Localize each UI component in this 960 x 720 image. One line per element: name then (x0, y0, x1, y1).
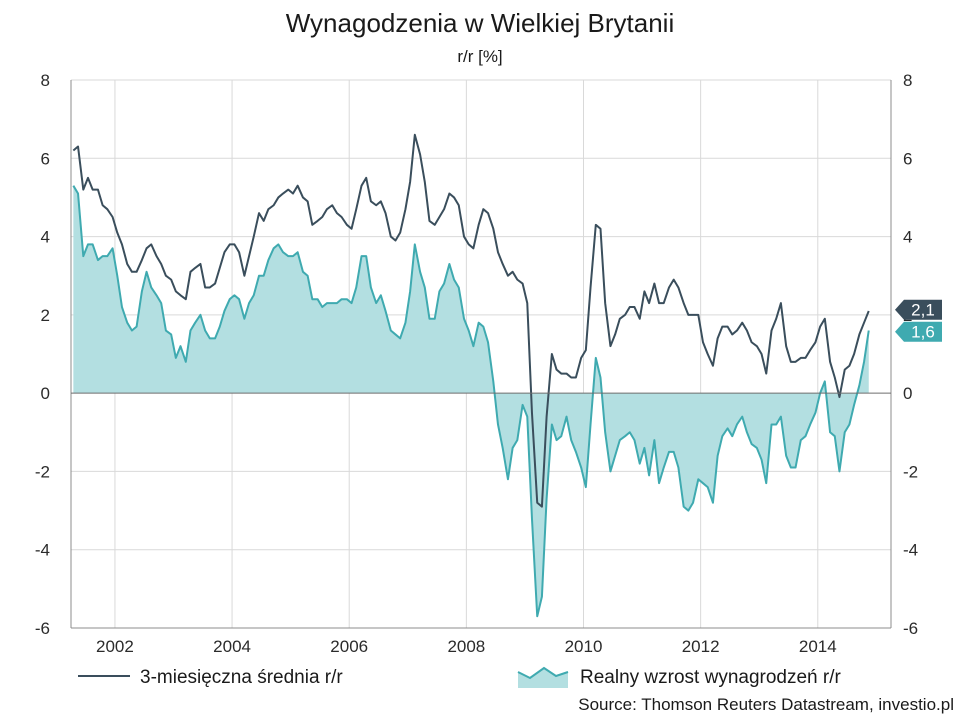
y-tick-right-6: 6 (903, 149, 912, 168)
legend-area-swatch-outline (517, 666, 569, 680)
badge-avg-text: 2,1 (911, 301, 935, 320)
x-tick-0: 2002 (96, 637, 134, 656)
x-tick-5: 2012 (682, 637, 720, 656)
y-tick-left-1: -4 (35, 541, 50, 560)
legend: 3-miesięczna średnia r/r Realny wzrost w… (78, 666, 841, 688)
badge-real-shape (895, 321, 942, 342)
y-tick-left-2: -2 (35, 462, 50, 481)
avg-wage-line (72, 133, 870, 508)
chart-title: Wynagodzenia w Wielkiej Brytanii (286, 8, 674, 38)
real-wage-area-layer (72, 185, 870, 618)
real-wage-area-fill (73, 185, 869, 617)
x-tick-4: 2010 (565, 637, 603, 656)
y-tick-right-2: -2 (903, 462, 918, 481)
legend-label-avg: 3-miesięczna średnia r/r (140, 667, 343, 688)
y-tick-left-5: 4 (41, 228, 50, 247)
y-tick-right-5: 4 (903, 228, 912, 247)
y-tick-right-0: -6 (903, 619, 918, 638)
axes (70, 80, 892, 629)
x-tick-2: 2006 (330, 637, 368, 656)
x-tick-1: 2004 (213, 637, 251, 656)
y-tick-left-4: 2 (41, 306, 50, 325)
y-tick-right-1: -4 (903, 541, 918, 560)
grid-lines (71, 79, 891, 629)
last-value-badges: 2,11,6 (895, 299, 942, 342)
y-tick-left-0: -6 (35, 619, 50, 638)
y-tick-right-7: 8 (903, 71, 912, 90)
legend-label-real: Realny wzrost wynagrodzeń r/r (580, 667, 841, 688)
y-tick-left-7: 8 (41, 71, 50, 90)
chart-subtitle: r/r [%] (457, 47, 502, 66)
avg-wage-line-layer (72, 133, 870, 508)
badge-avg-shape (895, 299, 942, 320)
x-tick-3: 2008 (447, 637, 485, 656)
x-tick-6: 2014 (799, 637, 837, 656)
y-tick-left-6: 6 (41, 149, 50, 168)
source-note: Source: Thomson Reuters Datastream, inve… (578, 695, 954, 714)
badge-real-text: 1,6 (911, 323, 935, 342)
y-tick-left-3: 0 (41, 384, 50, 403)
y-tick-right-3: 0 (903, 384, 912, 403)
real-wage-area-outline (72, 185, 870, 618)
legend-area-swatch (518, 668, 568, 688)
